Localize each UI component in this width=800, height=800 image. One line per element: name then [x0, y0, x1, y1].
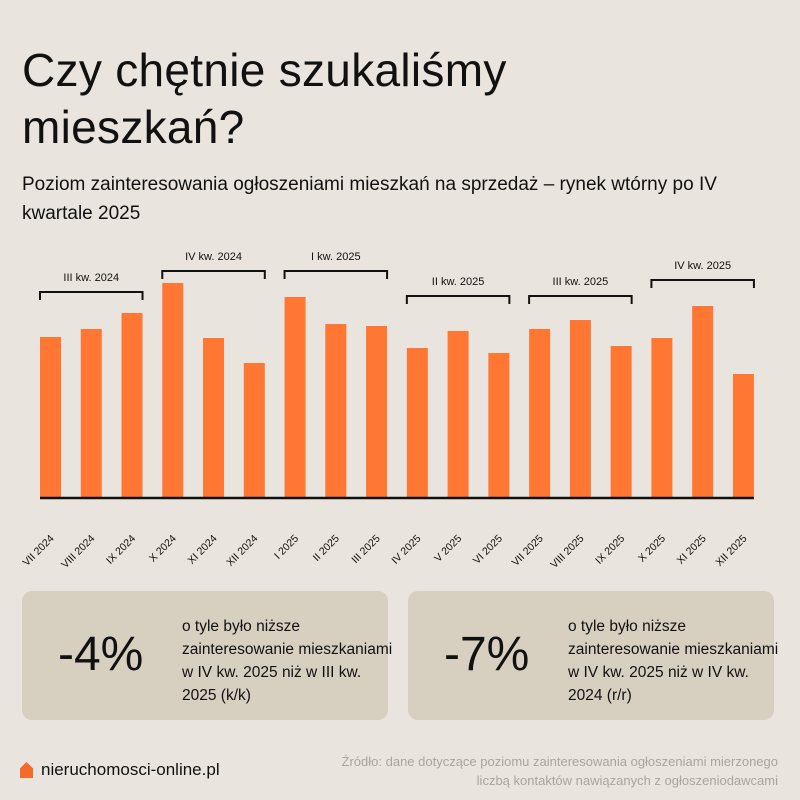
- x-tick-label: VIII 2024: [59, 533, 97, 571]
- stat-card-yoy: -7% o tyle było niższe zainteresowanie m…: [408, 591, 778, 720]
- quarter-label: IV kw. 2025: [674, 260, 731, 272]
- x-tick-label: IX 2025: [593, 533, 627, 567]
- source-note: Źródło: dane dotyczące poziomu zainteres…: [341, 754, 778, 788]
- bar-XII-2025: [732, 374, 754, 497]
- bar-IX-2024: [121, 313, 143, 497]
- x-tick-label: XII 2024: [224, 533, 260, 569]
- x-tick-label: VII 2024: [20, 533, 56, 569]
- bar-V-2025: [447, 331, 469, 497]
- brand-name: nieruchomosci-online.pl: [41, 760, 220, 779]
- x-tick-label: X 2025: [636, 533, 668, 565]
- bar-XI-2025: [692, 306, 714, 497]
- bar-VIII-2025: [569, 320, 591, 497]
- x-tick-label: XII 2025: [713, 533, 749, 569]
- stat-value: -7%: [444, 628, 530, 681]
- stat-description: o tyle było niższe zainteresowanie miesz…: [568, 618, 779, 704]
- bar-X-2024: [162, 283, 184, 497]
- x-tick-label: VI 2025: [471, 533, 505, 567]
- bar-IV-2025: [406, 348, 428, 497]
- x-tick-label: V 2025: [432, 533, 464, 565]
- bar-III-2025: [366, 326, 388, 497]
- brand-logo[interactable]: nieruchomosci-online.pl: [20, 760, 250, 780]
- bar-I-2025: [284, 297, 306, 497]
- x-tick-label: X 2024: [147, 533, 179, 565]
- stat-value: -4%: [58, 628, 144, 681]
- quarter-label: III kw. 2025: [553, 276, 609, 288]
- stat-card-qoq: -4% o tyle było niższe zainteresowanie m…: [22, 591, 392, 720]
- bar-VII-2025: [529, 329, 551, 497]
- quarter-bracket: [528, 295, 633, 304]
- quarter-label: I kw. 2025: [311, 251, 361, 263]
- bar-X-2025: [651, 338, 673, 497]
- x-tick-label: XI 2024: [186, 533, 220, 567]
- x-tick-label: I 2025: [272, 533, 301, 562]
- quarter-label: II kw. 2025: [432, 276, 485, 288]
- x-tick-label: XI 2025: [675, 533, 709, 567]
- page-title: Czy chętnie szukaliśmy mieszkań?: [22, 44, 507, 153]
- bar-chart: VII 2024 VIII 2024 IX 2024 X 2024 XI 2024 XII…: [20, 251, 755, 571]
- quarter-bracket: [283, 270, 389, 279]
- x-tick-label: II 2025: [311, 533, 342, 564]
- bar-XII-2024: [243, 363, 265, 497]
- bar-VIII-2024: [80, 329, 102, 497]
- quarter-bracket: [39, 291, 144, 300]
- x-tick-label: III 2025: [349, 533, 382, 566]
- quarter-label: IV kw. 2024: [185, 251, 242, 263]
- quarter-label: III kw. 2024: [63, 272, 119, 284]
- x-tick-label: VII 2025: [510, 533, 546, 569]
- quarter-bracket: [405, 295, 511, 304]
- page-subtitle: Poziom zainteresowania ogłoszeniami mies…: [22, 174, 717, 224]
- bar-XI-2024: [203, 338, 225, 497]
- bar-VII-2024: [40, 337, 61, 497]
- house-icon: [20, 762, 33, 778]
- bar-II-2025: [325, 324, 347, 497]
- quarter-bracket: [161, 270, 266, 279]
- x-tick-label: IX 2024: [104, 533, 138, 567]
- x-tick-label: VIII 2025: [548, 533, 586, 571]
- quarter-bracket: [650, 279, 755, 288]
- bar-VI-2025: [488, 353, 510, 497]
- bar-IX-2025: [610, 346, 632, 497]
- x-tick-label: IV 2025: [389, 533, 423, 567]
- stat-description: o tyle było niższe zainteresowanie miesz…: [182, 618, 393, 704]
